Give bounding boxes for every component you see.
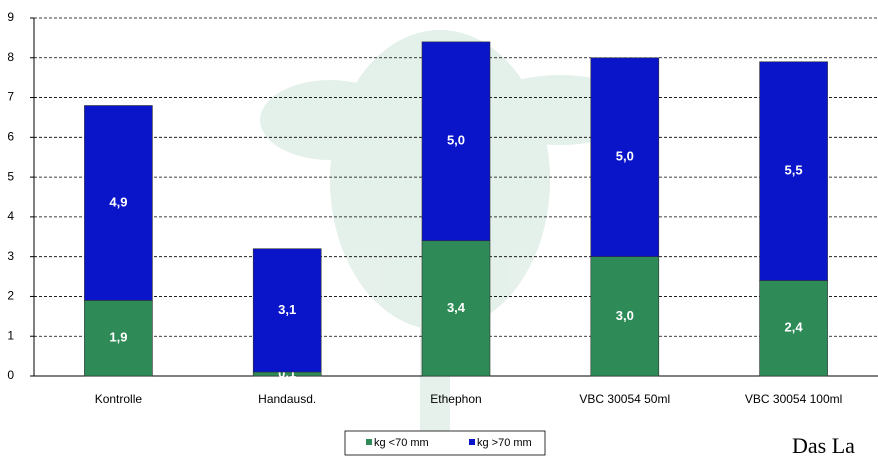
y-tick-label: 6 — [7, 130, 14, 144]
legend-swatch — [366, 439, 372, 445]
legend-swatch — [469, 439, 475, 445]
bar-segment — [590, 256, 660, 377]
y-tick-label: 7 — [7, 90, 14, 104]
legend-label: kg >70 mm — [477, 437, 532, 449]
x-tick-label: Handausd. — [258, 392, 316, 406]
x-tick-label: Kontrolle — [95, 392, 143, 406]
bar-segment — [421, 41, 491, 242]
y-tick-label: 0 — [7, 368, 14, 382]
logo-text: Das La — [792, 433, 855, 456]
value-label: 3,0 — [616, 308, 634, 323]
value-label: 5,5 — [785, 163, 803, 178]
bar-segment — [252, 248, 322, 373]
y-tick-label: 4 — [7, 209, 14, 223]
value-label: 3,1 — [278, 302, 296, 317]
x-tick-label: Ethephon — [430, 392, 481, 406]
y-tick-label: 5 — [7, 169, 14, 183]
value-label: 5,0 — [447, 133, 465, 148]
legend-box — [344, 430, 546, 456]
y-tick-label: 8 — [7, 50, 14, 64]
legend: kg <70 mm kg >70 mm — [344, 430, 546, 456]
value-label: 5,0 — [616, 149, 634, 164]
bar-segment — [421, 240, 491, 377]
x-tick-label: VBC 30054 100ml — [745, 392, 842, 406]
legend-label: kg <70 mm — [374, 437, 429, 449]
x-tick-label: VBC 30054 50ml — [579, 392, 670, 406]
bar-segment — [590, 57, 660, 257]
value-label: 3,4 — [447, 300, 466, 315]
bar-segment — [84, 105, 153, 301]
y-tick-label: 1 — [7, 328, 14, 342]
value-label: 4,9 — [109, 194, 127, 209]
value-label: 2,4 — [785, 320, 804, 335]
value-label: 1,9 — [109, 330, 127, 345]
bar-segment — [759, 61, 828, 281]
y-tick-label: 9 — [7, 10, 14, 24]
bar-segment — [759, 280, 828, 377]
y-tick-label: 3 — [7, 249, 14, 263]
bar-segment — [84, 300, 153, 377]
y-tick-label: 2 — [7, 289, 14, 303]
